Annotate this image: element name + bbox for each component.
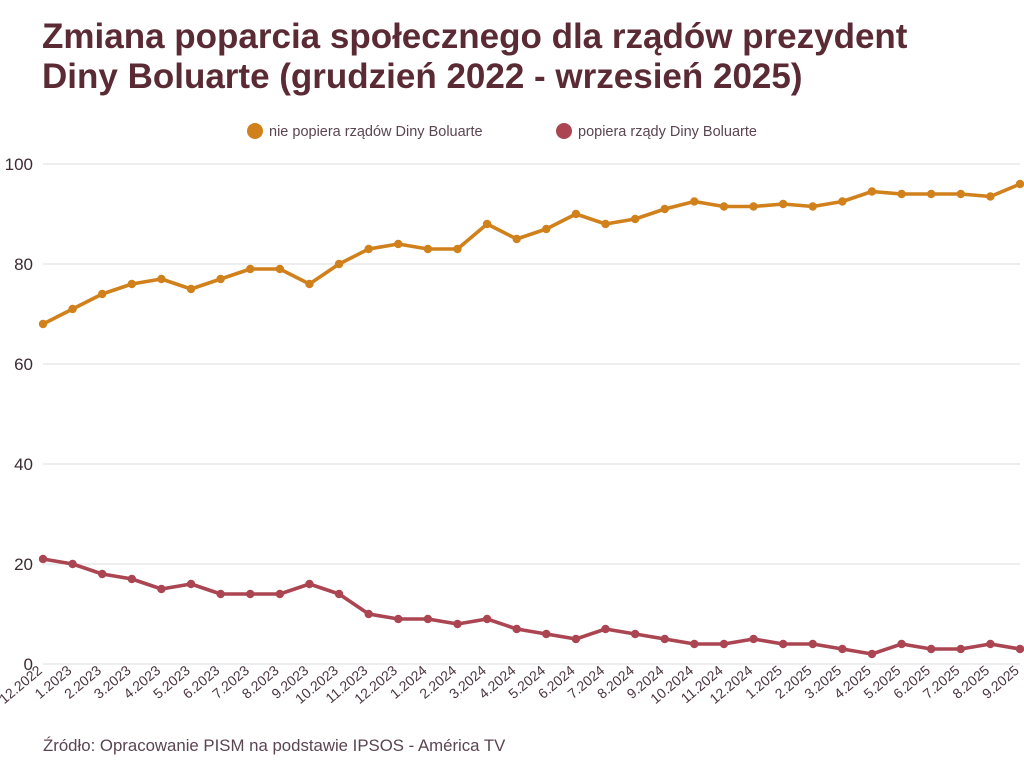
svg-text:20: 20 [14,555,33,574]
svg-text:60: 60 [14,355,33,374]
svg-text:40: 40 [14,455,33,474]
svg-text:80: 80 [14,255,33,274]
svg-text:100: 100 [5,155,33,174]
